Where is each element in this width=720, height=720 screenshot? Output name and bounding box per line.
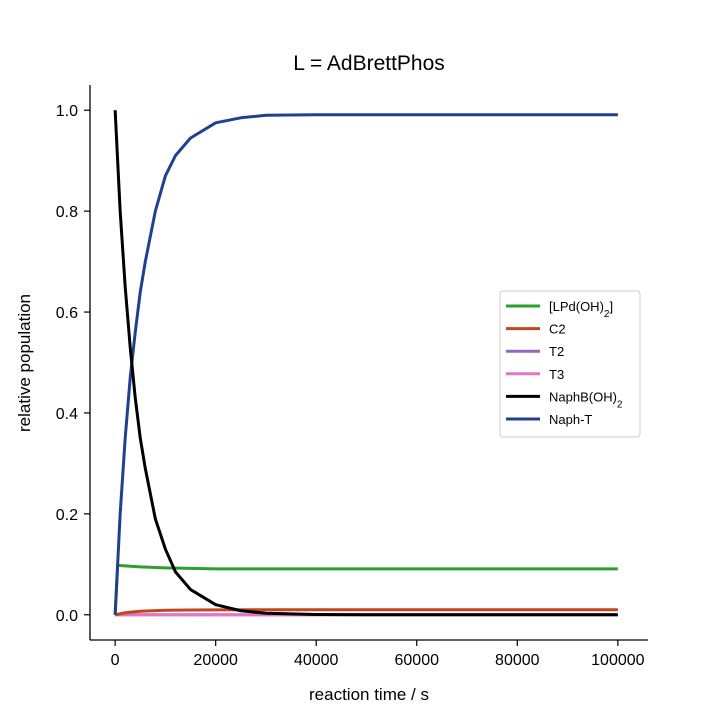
x-tick-label: 60000 <box>395 652 440 669</box>
x-tick-label: 80000 <box>495 652 540 669</box>
y-ticks: 0.0 0.2 0.4 0.6 0.8 1.0 <box>56 103 90 625</box>
x-axis-label: reaction time / s <box>309 685 429 704</box>
series-line <box>114 608 618 617</box>
x-tick-label: 20000 <box>193 652 238 669</box>
y-tick-label: 0.2 <box>56 507 78 524</box>
y-tick-label: 1.0 <box>56 103 78 120</box>
x-ticks: 0 20000 40000 60000 80000 100000 <box>111 640 645 669</box>
series-line <box>113 113 618 615</box>
x-tick-label: 0 <box>111 652 120 669</box>
chart-title: L = AdBrettPhos <box>293 52 445 75</box>
y-axis-label: relative population <box>15 294 34 432</box>
x-tick-label: 40000 <box>294 652 339 669</box>
series-line <box>113 110 618 617</box>
y-tick-label: 0.6 <box>56 305 78 322</box>
y-tick-label: 0.4 <box>56 406 78 423</box>
legend-label: T2 <box>549 344 564 359</box>
legend-label: T3 <box>549 367 564 382</box>
series-line <box>113 563 618 615</box>
legend-label: Naph-T <box>549 412 592 427</box>
x-tick-label: 100000 <box>591 652 644 669</box>
y-tick-label: 0.8 <box>56 204 78 221</box>
legend-label: C2 <box>549 322 566 337</box>
plot-lines <box>113 110 618 617</box>
y-tick-label: 0.0 <box>56 608 78 625</box>
